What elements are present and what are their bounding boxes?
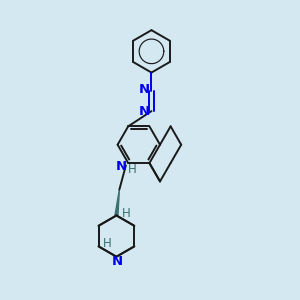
- Text: H: H: [122, 207, 130, 220]
- Text: H: H: [103, 237, 111, 250]
- Text: H: H: [128, 163, 137, 176]
- Text: N: N: [139, 105, 150, 118]
- Text: N: N: [112, 255, 123, 268]
- Text: N: N: [116, 160, 127, 172]
- Text: N: N: [139, 83, 150, 96]
- Polygon shape: [115, 190, 119, 216]
